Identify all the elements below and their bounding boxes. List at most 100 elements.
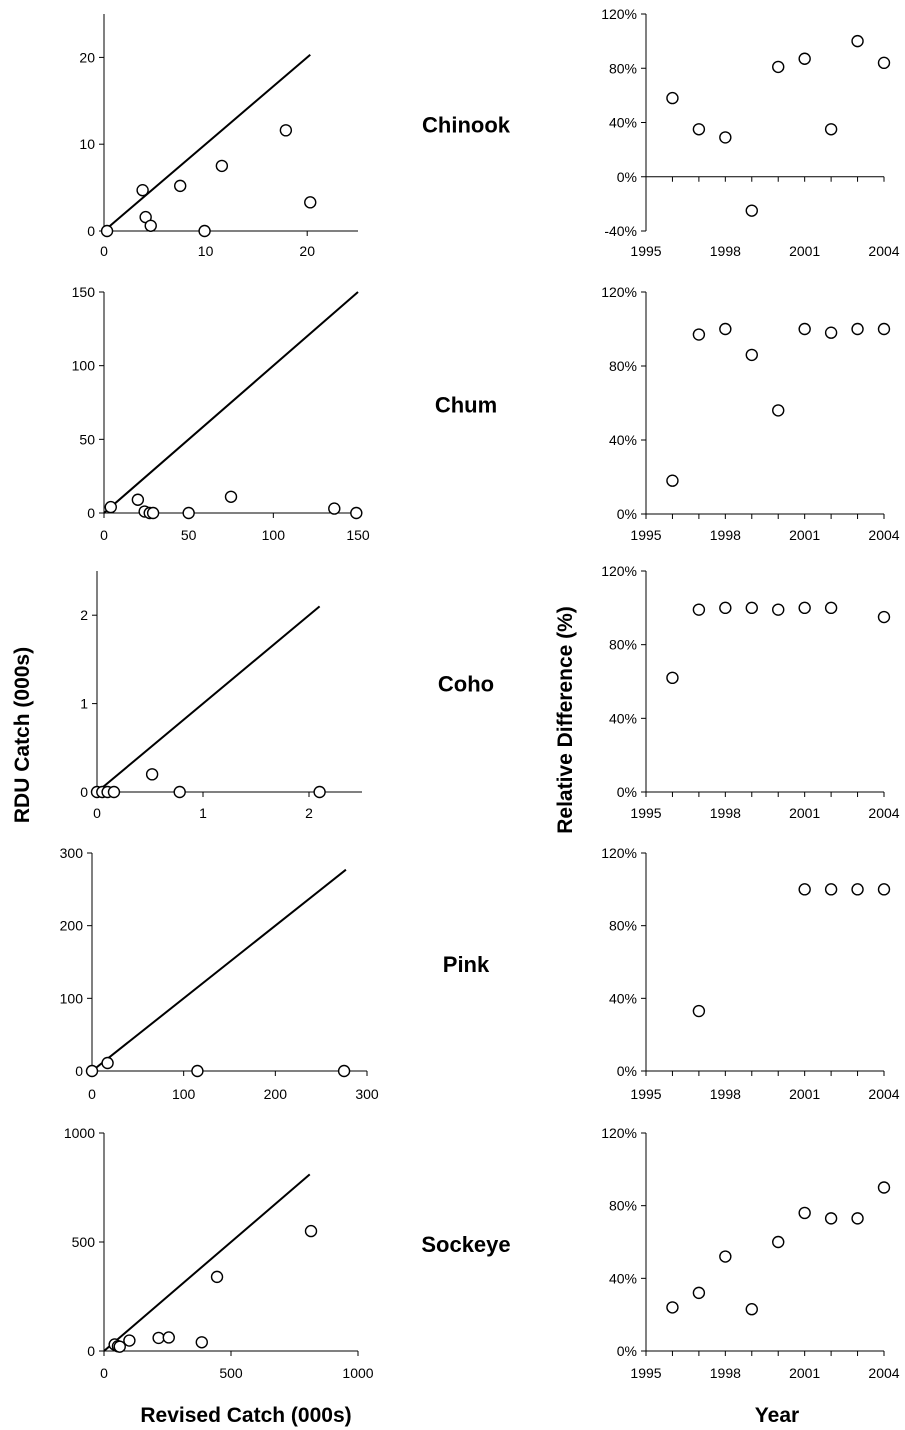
rel-diff-point xyxy=(798,1206,811,1220)
rel-diff-point xyxy=(798,52,811,65)
scatter-panel: 0 50 100 150 0 50 100 150 xyxy=(72,284,370,543)
y-tick-label: 40% xyxy=(609,1270,637,1286)
x-tick-label: 2001 xyxy=(789,527,820,543)
y-tick-label: 100 xyxy=(60,990,84,1006)
scatter-point xyxy=(350,506,363,520)
y-tick-label: 120% xyxy=(601,284,637,300)
scatter-point xyxy=(173,785,186,799)
rel-diff-point xyxy=(745,348,758,362)
scatter-point xyxy=(337,1064,351,1078)
x-tick-label: 20 xyxy=(299,243,315,259)
y-tick-label: 200 xyxy=(60,918,84,934)
x-tick-label: 2001 xyxy=(789,805,820,821)
y-tick-label: 120% xyxy=(601,845,637,861)
y-tick-label: 0% xyxy=(617,1343,637,1359)
rel-diff-point xyxy=(877,322,891,336)
rel-diff-point xyxy=(824,123,838,136)
scatter-panel: 0 500 1000 0 500 1000 xyxy=(64,1125,374,1381)
y-tick-label: 120% xyxy=(601,1125,637,1141)
rel-diff-point xyxy=(666,91,679,105)
rel-diff-point xyxy=(719,131,732,144)
scatter-panel: 0 10 20 0 10 20 xyxy=(79,14,358,259)
scatter-point xyxy=(191,1064,204,1078)
rel-diff-point xyxy=(692,328,706,341)
one-to-one-line xyxy=(103,1173,311,1352)
y-tick-label: 1000 xyxy=(64,1125,95,1141)
one-to-one-line xyxy=(91,868,347,1072)
rel-diff-point xyxy=(745,1303,758,1316)
y-tick-label: 10 xyxy=(79,136,95,152)
rel-diff-point xyxy=(877,883,891,896)
x-tick-label: 1998 xyxy=(710,527,741,543)
x-tick-label: 2001 xyxy=(789,243,820,259)
right-y-axis-title: Relative Difference (%) xyxy=(554,606,577,834)
y-tick-label: 40% xyxy=(609,115,637,131)
y-tick-label: 120% xyxy=(601,6,637,22)
y-tick-label: 80% xyxy=(609,358,637,374)
rel-diff-point xyxy=(772,603,785,616)
rel-diff-point xyxy=(798,883,811,896)
y-tick-label: 80% xyxy=(609,60,637,76)
species-row-chum: 0 50 100 150 0 50 100 150 0% 40% 80% 120% 1995 1998 20… xyxy=(72,284,900,543)
scatter-point xyxy=(195,1336,208,1349)
x-tick-label: 10 xyxy=(198,243,214,259)
rel-diff-point xyxy=(772,1235,785,1249)
y-tick-label: 1 xyxy=(80,696,88,712)
y-tick-label: 2 xyxy=(80,607,88,623)
x-tick-label: 2004 xyxy=(868,1086,899,1102)
x-tick-label: 50 xyxy=(181,527,197,543)
x-tick-label: 300 xyxy=(355,1086,379,1102)
scatter-point xyxy=(144,219,157,232)
y-tick-label: 120% xyxy=(601,563,637,579)
x-tick-label: 2001 xyxy=(789,1086,820,1102)
y-tick-label: 0% xyxy=(617,784,637,800)
rel-diff-point xyxy=(877,610,891,624)
y-tick-label: 0 xyxy=(87,223,95,239)
scatter-point xyxy=(100,224,114,238)
scatter-point xyxy=(104,500,117,514)
rel-diff-point xyxy=(719,601,732,615)
x-tick-label: 0 xyxy=(100,527,108,543)
x-tick-label: 1998 xyxy=(710,805,741,821)
x-tick-label: 100 xyxy=(172,1086,196,1102)
rel-diff-point xyxy=(666,671,679,685)
rel-diff-point xyxy=(745,601,758,615)
relative-difference-panel: 0% 40% 80% 120% 1995 1998 2001 2004 xyxy=(601,1125,900,1381)
y-tick-label: 0 xyxy=(80,784,88,800)
x-tick-label: 1998 xyxy=(710,1365,741,1381)
scatter-point xyxy=(224,490,238,503)
x-tick-label: 2004 xyxy=(868,805,899,821)
species-row-pink: 0 100 200 300 0 100 200 300 0% 40% 80% 120% 1995 1998… xyxy=(60,845,900,1102)
y-tick-label: 40% xyxy=(609,710,637,726)
rel-diff-point xyxy=(824,1212,838,1225)
scatter-point xyxy=(328,502,341,515)
rel-diff-point xyxy=(824,326,838,339)
x-tick-label: 0 xyxy=(93,805,101,821)
scatter-point xyxy=(279,124,293,137)
scatter-point xyxy=(152,1331,165,1345)
x-tick-label: 1000 xyxy=(342,1365,373,1381)
one-to-one-line xyxy=(96,605,321,793)
y-tick-label: 50 xyxy=(79,431,95,447)
x-tick-label: 1 xyxy=(199,805,207,821)
rel-diff-point xyxy=(851,883,864,896)
x-tick-label: 1995 xyxy=(630,1365,661,1381)
rel-diff-point xyxy=(824,883,838,896)
y-tick-label: 40% xyxy=(609,432,637,448)
x-tick-label: 2 xyxy=(305,805,313,821)
rel-diff-point xyxy=(851,322,864,336)
y-tick-label: 0 xyxy=(87,505,95,521)
species-label: Sockeye xyxy=(421,1232,510,1257)
y-tick-label: 80% xyxy=(609,1198,637,1214)
species-row-sockeye: 0 500 1000 0 500 1000 0% 40% 80% 120% 1995 1998 2001… xyxy=(64,1125,900,1381)
left-y-axis-title: RDU Catch (000s) xyxy=(11,647,34,823)
x-tick-label: 1995 xyxy=(630,243,661,259)
y-tick-label: 20 xyxy=(79,49,95,65)
x-tick-label: 0 xyxy=(88,1086,96,1102)
y-tick-label: 0% xyxy=(617,1063,637,1079)
rel-diff-point xyxy=(666,1301,679,1314)
relative-difference-panel: 0% 40% 80% 120% 1995 1998 2001 2004 xyxy=(601,845,900,1102)
y-tick-label: 80% xyxy=(609,637,637,653)
left-x-axis-title: Revised Catch (000s) xyxy=(140,1404,351,1427)
